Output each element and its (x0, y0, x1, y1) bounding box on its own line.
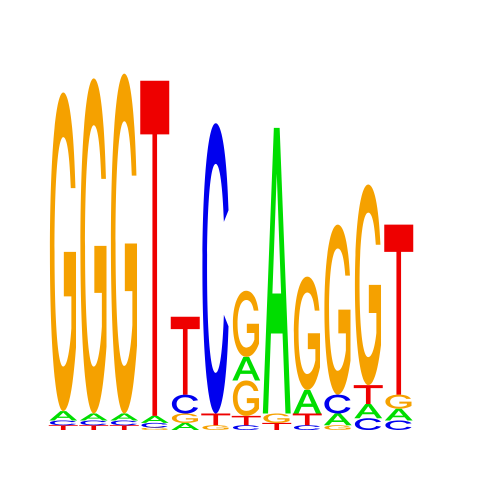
logo-letter-G-pos12-2 (385, 394, 412, 409)
logo-letter-T-pos1-0 (48, 425, 78, 430)
logo-letter-A-pos1-2 (49, 411, 78, 421)
logo-letter-A-pos11-1 (354, 404, 383, 419)
logo-letter-C-pos12-0 (385, 420, 412, 430)
logo-letter-G-pos10-3 (324, 224, 351, 395)
logo-letter-A-pos3-2 (110, 413, 139, 421)
logo-letter-T-pos9-1 (292, 413, 322, 426)
logo-letter-G-pos9-3 (293, 276, 321, 390)
logo-letter-C-pos9-0 (293, 425, 321, 430)
logo-letter-G-pos5-1 (171, 413, 199, 423)
logo-letter-T-pos7-1 (231, 415, 261, 426)
logo-letter-G-pos7-2 (232, 380, 260, 416)
logo-letter-G-pos8-1 (263, 413, 290, 423)
logo-letter-A-pos2-2 (79, 413, 108, 421)
logo-letter-A-pos8-2 (262, 127, 291, 414)
logo-letter-T-pos12-3 (384, 224, 414, 395)
logo-letter-A-pos12-1 (384, 408, 413, 421)
logo-letter-C-pos6-2 (202, 123, 229, 414)
logo-letter-G-pos2-3 (80, 78, 107, 414)
logo-letter-A-pos9-2 (293, 389, 322, 414)
logo-letter-G-pos3-3 (110, 73, 138, 414)
logo-letter-G-pos11-3 (354, 184, 382, 386)
logo-letter-T-pos8-0 (262, 422, 292, 430)
logo-letter-G-pos7-4 (232, 290, 260, 357)
logo-letter-C-pos3-1 (110, 420, 138, 426)
logo-letter-G-pos1-3 (49, 92, 77, 412)
logo-letter-T-pos2-0 (79, 425, 109, 430)
logo-letter-T-pos5-3 (170, 316, 200, 395)
logo-letter-T-pos4-3 (140, 80, 170, 416)
logo-letter-C-pos1-1 (49, 420, 77, 426)
logo-letter-T-pos11-2 (353, 385, 383, 405)
logo-letter-A-pos10-1 (323, 413, 352, 426)
logo-letter-T-pos3-0 (109, 425, 139, 430)
logo-letter-C-pos5-2 (171, 394, 199, 414)
logo-letter-C-pos10-2 (324, 394, 351, 414)
logo-letter-A-pos4-2 (140, 415, 169, 423)
logo-letter-C-pos2-1 (80, 420, 107, 426)
logo-letter-C-pos11-0 (354, 418, 382, 430)
logo-letter-A-pos7-3 (232, 356, 261, 381)
logo-letter-T-pos6-1 (201, 413, 231, 426)
logo-letter-A-pos5-0 (171, 422, 200, 430)
logo-letter-C-pos7-0 (232, 425, 260, 430)
logo-letter-G-pos4-0 (141, 427, 168, 430)
logo-letter-G-pos10-0 (324, 425, 351, 430)
logo-letter-C-pos4-1 (141, 422, 168, 428)
logo-letter-G-pos6-0 (202, 425, 229, 430)
